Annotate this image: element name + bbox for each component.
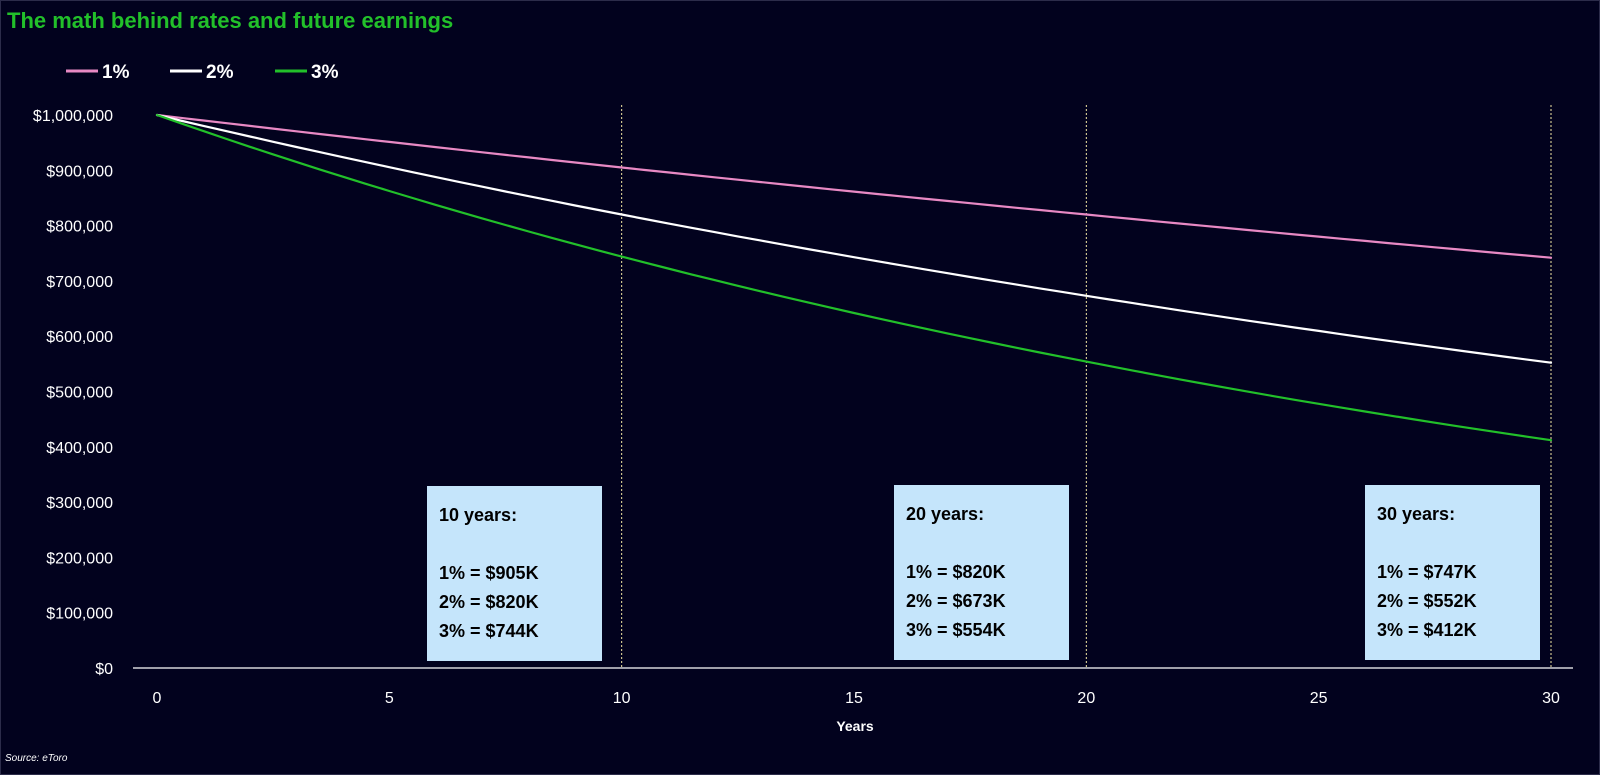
chart-title: The math behind rates and future earning… <box>7 8 454 33</box>
legend-label: 3% <box>311 62 339 83</box>
callout-20-years: 20 years: 1% = $820K 2% = $673K 3% = $55… <box>894 485 1069 660</box>
callout-line-3pct: 3% = $744K <box>439 621 539 641</box>
x-tick-label: 20 <box>1077 690 1095 707</box>
callout-line-3pct: 3% = $554K <box>906 620 1006 640</box>
callout-title: 30 years: <box>1377 504 1456 524</box>
callout-line-1pct: 1% = $905K <box>439 563 539 583</box>
y-tick-label: $900,000 <box>46 163 113 180</box>
callout-line-1pct: 1% = $820K <box>906 562 1006 582</box>
callout-line-3pct: 3% = $412K <box>1377 620 1477 640</box>
y-tick-label: $1,000,000 <box>33 108 113 125</box>
legend-label: 2% <box>206 62 234 83</box>
y-tick-label: $700,000 <box>46 274 113 291</box>
y-tick-label: $0 <box>95 661 113 678</box>
y-tick-label: $600,000 <box>46 329 113 346</box>
x-axis-title: Years <box>836 718 874 734</box>
legend-label: 1% <box>102 62 130 83</box>
x-tick-label: 30 <box>1542 690 1560 707</box>
series-line-3pct <box>155 113 1553 442</box>
y-tick-label: $800,000 <box>46 219 113 236</box>
y-tick-label: $100,000 <box>46 606 113 623</box>
callout-line-2pct: 2% = $552K <box>1377 591 1477 611</box>
series-line-2pct <box>155 113 1553 364</box>
callout-line-2pct: 2% = $820K <box>439 592 539 612</box>
y-tick-label: $200,000 <box>46 550 113 567</box>
callout-line-2pct: 2% = $673K <box>906 591 1006 611</box>
x-tick-label: 25 <box>1310 690 1328 707</box>
callout-title: 20 years: <box>906 504 985 524</box>
y-tick-label: $500,000 <box>46 385 113 402</box>
source-note: Source: eToro <box>5 753 68 764</box>
x-tick-label: 5 <box>385 690 394 707</box>
callout-title: 10 years: <box>439 505 518 525</box>
x-tick-label: 0 <box>153 690 162 707</box>
y-tick-label: $300,000 <box>46 495 113 512</box>
callout-10-years: 10 years: 1% = $905K 2% = $820K 3% = $74… <box>427 486 602 661</box>
x-tick-label: 10 <box>613 690 631 707</box>
callout-30-years: 30 years: 1% = $747K 2% = $552K 3% = $41… <box>1365 485 1540 660</box>
y-tick-label: $400,000 <box>46 440 113 457</box>
callout-line-1pct: 1% = $747K <box>1377 562 1477 582</box>
x-tick-label: 15 <box>845 690 863 707</box>
series-line-1pct <box>155 113 1553 259</box>
